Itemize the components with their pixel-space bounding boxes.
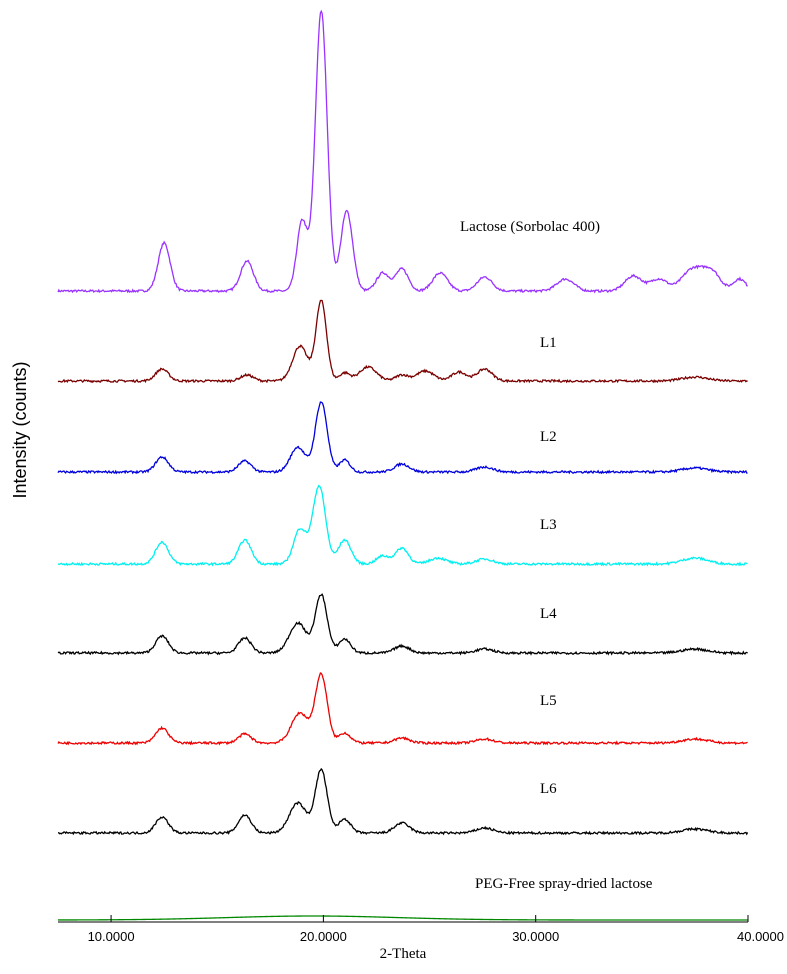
trace-4 [57, 484, 748, 567]
x-tick-label-1: 10.0000 [88, 929, 135, 944]
series-label-1: Lactose (Sorbolac 400) [460, 219, 600, 235]
series-labels: Lactose (Sorbolac 400) L1 L2 L3 L4 L5 L6 PEG-Fr… [460, 219, 653, 892]
series-label-7: L6 [540, 781, 557, 797]
series-label-3: L2 [540, 429, 557, 445]
x-tick-label-3: 30.0000 [512, 929, 559, 944]
traces-layer [57, 9, 749, 921]
trace-8 [57, 915, 748, 921]
trace-2 [57, 299, 748, 384]
trace-3 [57, 401, 748, 475]
x-axis-label: 2-Theta [380, 946, 427, 962]
series-label-8: PEG-Free spray-dried lactose [475, 876, 653, 892]
trace-6 [57, 672, 748, 746]
trace-5 [57, 593, 749, 656]
x-tick-label-2: 20.0000 [300, 929, 347, 944]
x-axis [58, 915, 749, 923]
series-label-6: L5 [540, 693, 557, 709]
x-ticks: 10.0000 20.0000 30.0000 40.0000 [88, 929, 784, 944]
series-label-2: L1 [540, 335, 557, 351]
trace-7 [57, 767, 749, 836]
y-axis-label: Intensity (counts) [10, 361, 30, 498]
series-label-4: L3 [540, 517, 557, 533]
x-tick-label-4: 40.0000 [737, 929, 784, 944]
series-label-5: L4 [540, 606, 557, 622]
trace-1 [57, 9, 748, 294]
